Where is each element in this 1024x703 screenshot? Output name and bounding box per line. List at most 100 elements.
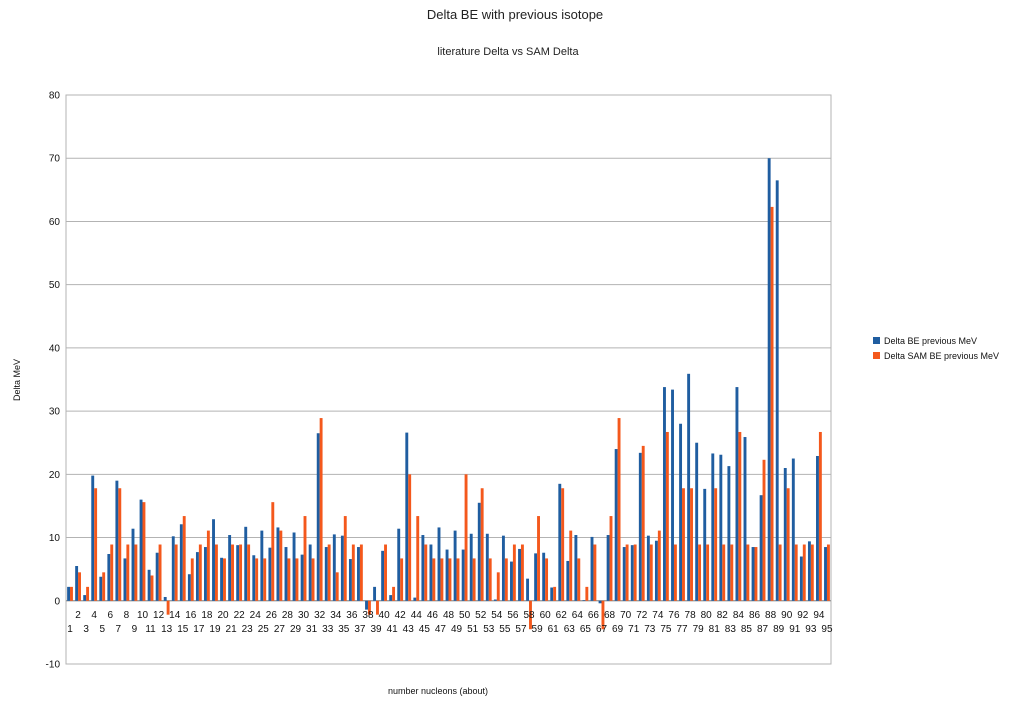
x-tick-label: 81 <box>709 624 721 635</box>
bar-series-1 <box>461 549 465 601</box>
x-tick-label: 46 <box>427 610 439 621</box>
bar-series-1 <box>703 488 707 601</box>
bar-series-2 <box>118 488 122 601</box>
x-tick-label: 66 <box>588 610 600 621</box>
bar-series-2 <box>706 544 710 601</box>
bar-series-1 <box>115 480 119 601</box>
bar-series-1 <box>469 533 473 601</box>
x-tick-label: 31 <box>306 624 318 635</box>
x-tick-label: 87 <box>757 624 769 635</box>
x-tick-label: 43 <box>403 624 415 635</box>
legend-label-series-2: Delta SAM BE previous MeV <box>884 351 999 361</box>
bar-series-2 <box>110 544 114 601</box>
x-tick-label: 53 <box>483 624 495 635</box>
bar-series-1 <box>493 599 497 601</box>
x-tick-label: 78 <box>685 610 697 621</box>
x-tick-label: 60 <box>540 610 552 621</box>
bar-series-1 <box>719 454 723 601</box>
bar-series-2 <box>231 544 234 601</box>
x-tick-label: 77 <box>676 624 688 635</box>
bar-series-1 <box>767 158 771 601</box>
bar-series-2 <box>682 488 685 601</box>
bar-series-2 <box>456 558 460 601</box>
x-tick-label: 86 <box>749 610 761 621</box>
bar-series-1 <box>743 437 747 601</box>
bar-series-2 <box>198 544 202 601</box>
x-tick-label: 25 <box>258 624 270 635</box>
bar-series-1 <box>654 540 658 601</box>
x-tick-label: 2 <box>75 610 81 621</box>
x-tick-label: 40 <box>379 610 391 621</box>
bar-series-2 <box>166 600 170 615</box>
x-tick-label: 10 <box>137 610 149 621</box>
x-tick-label: 61 <box>548 624 560 635</box>
bar-series-1 <box>807 541 811 601</box>
x-tick-label: 69 <box>612 624 624 635</box>
x-tick-label: 7 <box>116 624 122 635</box>
x-tick-label: 18 <box>201 610 213 621</box>
y-tick-label: 30 <box>49 407 61 418</box>
x-tick-label: 92 <box>797 610 809 621</box>
bar-series-2 <box>214 544 218 601</box>
bar-series-1 <box>663 387 666 601</box>
x-tick-label: 34 <box>330 610 342 621</box>
bar-series-2 <box>150 575 154 601</box>
bar-series-2 <box>440 558 444 601</box>
bar-series-1 <box>204 547 207 601</box>
bar-series-1 <box>759 495 763 601</box>
x-tick-label: 36 <box>346 610 358 621</box>
x-tick-label: 65 <box>580 624 592 635</box>
bar-series-2 <box>762 459 766 601</box>
y-tick-label: 10 <box>49 533 61 544</box>
bar-series-2 <box>223 558 226 601</box>
x-tick-label: 74 <box>652 610 664 621</box>
x-tick-label: 76 <box>668 610 680 621</box>
bar-series-2 <box>561 488 565 601</box>
bar-series-1 <box>824 547 827 601</box>
x-tick-label: 70 <box>620 610 632 621</box>
x-tick-label: 41 <box>387 624 399 635</box>
bar-series-1 <box>147 569 151 601</box>
bar-series-2 <box>327 544 331 601</box>
bar-series-2 <box>271 502 275 601</box>
x-tick-label: 58 <box>523 610 535 621</box>
bar-series-2 <box>448 558 452 601</box>
x-tick-label: 21 <box>226 624 238 635</box>
bar-series-1 <box>212 519 215 601</box>
bar-series-1 <box>534 553 538 601</box>
x-tick-label: 24 <box>250 610 262 621</box>
bar-series-2 <box>818 431 822 601</box>
x-tick-label: 84 <box>733 610 745 621</box>
bar-series-2 <box>529 600 532 630</box>
x-tick-label: 94 <box>813 610 825 621</box>
x-tick-label: 73 <box>644 624 656 635</box>
bar-series-2 <box>94 488 98 601</box>
bar-series-2 <box>206 530 210 601</box>
bar-series-1 <box>123 558 127 601</box>
legend-swatch-series-1 <box>873 337 880 344</box>
bar-series-2 <box>408 474 412 601</box>
x-tick-label: 33 <box>322 624 334 635</box>
x-tick-label: 75 <box>660 624 672 635</box>
bar-series-1 <box>477 502 481 601</box>
y-tick-label: 70 <box>49 154 61 165</box>
bar-series-1 <box>91 475 95 601</box>
bar-series-1 <box>445 549 449 601</box>
bar-series-1 <box>679 423 683 601</box>
x-axis-label: number nucleons (about) <box>388 686 488 696</box>
bar-series-1 <box>598 600 602 604</box>
bar-series-2 <box>520 544 524 601</box>
bar-series-1 <box>429 544 433 601</box>
bar-series-1 <box>348 559 352 601</box>
x-tick-label: 28 <box>282 610 294 621</box>
bar-series-2 <box>714 488 718 601</box>
bar-series-1 <box>300 554 304 601</box>
bar-series-1 <box>107 553 111 601</box>
bar-series-1 <box>542 552 546 601</box>
x-tick-label: 32 <box>314 610 326 621</box>
x-tick-label: 26 <box>266 610 278 621</box>
bar-series-1 <box>252 555 256 601</box>
bar-series-2 <box>722 544 726 601</box>
bar-series-2 <box>303 516 307 601</box>
x-tick-label: 63 <box>564 624 576 635</box>
